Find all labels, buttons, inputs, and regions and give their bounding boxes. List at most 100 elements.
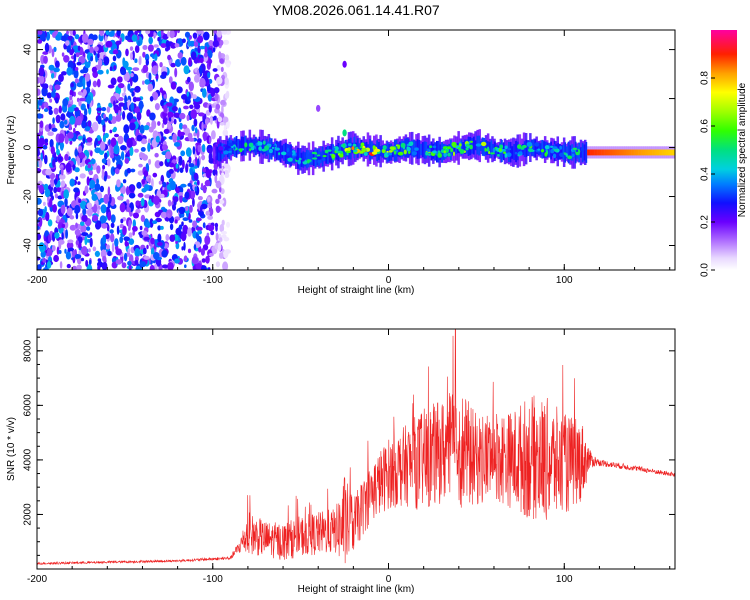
noise-blob xyxy=(161,100,164,104)
spectrogram-x-tick-label: -200 xyxy=(27,275,47,286)
noise-blob xyxy=(197,158,200,169)
noise-blob xyxy=(158,180,163,185)
isolated-feature xyxy=(316,104,321,112)
ridge-speckle xyxy=(429,145,433,148)
ridge-core xyxy=(237,139,240,154)
noise-blob xyxy=(197,35,204,44)
noise-blob xyxy=(163,104,168,114)
spectrogram-frame xyxy=(36,29,676,271)
noise-blob xyxy=(80,246,88,256)
ridge-core xyxy=(527,140,530,156)
ridge-core xyxy=(595,149,598,156)
noise-blob xyxy=(149,96,154,102)
noise-blob xyxy=(219,237,223,242)
noise-blob xyxy=(54,84,61,91)
noise-blob xyxy=(86,95,92,105)
ridge-core xyxy=(490,140,493,158)
noise-blob xyxy=(99,215,107,225)
spectrogram-x-tick-label: 0 xyxy=(386,275,392,286)
noise-blob xyxy=(175,187,180,194)
ridge-speckle xyxy=(450,148,454,153)
noise-blob xyxy=(117,195,124,201)
ridge-core xyxy=(673,149,675,156)
noise-blob xyxy=(123,124,130,134)
ridge-core xyxy=(641,149,644,156)
ridge-speckle xyxy=(437,152,443,158)
noise-blob xyxy=(138,100,144,110)
ridge-speckle xyxy=(481,141,487,147)
noise-blob xyxy=(72,37,75,43)
noise-blob xyxy=(213,87,220,94)
noise-blob xyxy=(148,72,152,82)
noise-blob xyxy=(165,40,170,49)
noise-blob xyxy=(106,244,110,250)
noise-blob xyxy=(178,224,183,230)
noise-blob xyxy=(102,126,106,133)
noise-blob xyxy=(149,112,156,121)
noise-blob xyxy=(215,205,221,213)
noise-blob xyxy=(207,215,214,220)
ridge-core xyxy=(358,143,361,154)
noise-blob xyxy=(84,126,91,132)
noise-blob xyxy=(192,32,198,39)
ridge-speckle xyxy=(414,147,419,151)
noise-blob xyxy=(120,69,127,76)
ridge-core xyxy=(634,149,637,156)
ridge-core xyxy=(608,149,611,156)
colorbar-tick-label: 0.0 xyxy=(700,263,711,277)
ridge-core xyxy=(464,139,466,154)
noise-blob xyxy=(187,248,192,254)
noise-blob xyxy=(91,66,97,73)
noise-blob xyxy=(82,137,86,145)
noise-blob xyxy=(40,250,46,258)
noise-blob xyxy=(172,204,176,211)
noise-blob xyxy=(143,255,150,260)
noise-blob xyxy=(91,121,99,132)
figure-title: YM08.2026.061.14.41.R07 xyxy=(272,2,440,18)
noise-blob xyxy=(224,92,230,99)
noise-blob xyxy=(86,202,93,209)
ridge-speckle xyxy=(475,143,482,147)
noise-blob xyxy=(162,116,168,125)
noise-blob xyxy=(120,151,125,161)
noise-blob xyxy=(134,247,141,258)
ridge-core xyxy=(288,144,291,165)
noise-blob xyxy=(76,61,82,66)
ridge-speckle xyxy=(453,151,455,157)
ridge-core xyxy=(307,150,310,168)
noise-blob xyxy=(170,62,176,68)
noise-blob xyxy=(205,169,212,179)
ridge-speckle xyxy=(559,152,565,157)
noise-blob xyxy=(75,222,78,229)
noise-blob xyxy=(178,155,183,166)
noise-blob xyxy=(183,255,188,262)
noise-blob xyxy=(215,198,220,204)
noise-blob xyxy=(103,175,107,182)
noise-blob xyxy=(182,159,185,170)
noise-blob xyxy=(54,97,59,104)
spectrogram-noise-layer xyxy=(37,30,232,270)
noise-blob xyxy=(74,229,81,236)
ridge-speckle xyxy=(363,151,368,156)
ridge-speckle xyxy=(333,146,339,151)
noise-blob xyxy=(126,167,132,174)
noise-blob xyxy=(59,120,65,129)
noise-blob xyxy=(38,184,44,194)
ridge-speckle xyxy=(544,145,550,150)
noise-blob xyxy=(157,225,162,231)
noise-blob xyxy=(163,94,167,99)
noise-blob xyxy=(221,104,224,115)
noise-blob xyxy=(52,158,56,168)
noise-blob xyxy=(55,187,62,193)
noise-blob xyxy=(165,47,169,52)
ridge-core xyxy=(516,141,519,161)
noise-blob xyxy=(61,52,65,57)
ridge-speckle xyxy=(286,147,290,153)
noise-blob xyxy=(94,147,101,154)
noise-blob xyxy=(38,66,45,77)
ridge-speckle xyxy=(459,143,462,147)
noise-blob xyxy=(84,61,91,68)
noise-blob xyxy=(197,45,201,54)
ridge-core xyxy=(592,149,595,156)
noise-blob xyxy=(219,252,224,259)
